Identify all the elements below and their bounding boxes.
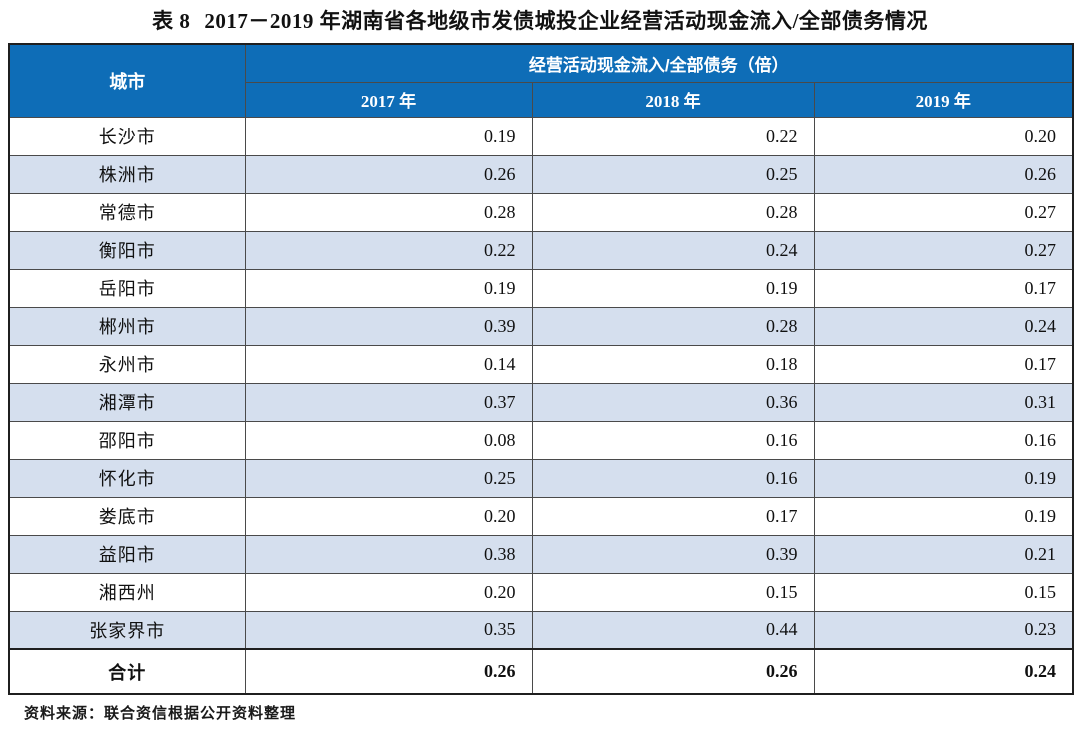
table-row: 永州市 0.14 0.18 0.17 bbox=[8, 344, 1074, 384]
table-title: 表 8 2017－2019 年湖南省各地级市发债城投企业经营活动现金流入/全部债务… bbox=[0, 9, 1080, 33]
city-cell: 怀化市 bbox=[8, 458, 246, 498]
value-cell: 0.19 bbox=[244, 268, 533, 308]
value-cell: 0.31 bbox=[813, 382, 1074, 422]
value-cell: 0.37 bbox=[244, 382, 533, 422]
metric-group-header: 经营活动现金流入/全部债务（倍） bbox=[244, 43, 1074, 83]
value-cell: 0.20 bbox=[244, 496, 533, 536]
city-cell: 长沙市 bbox=[8, 116, 246, 156]
table-header: 城市 经营活动现金流入/全部债务（倍） 2017 年 2018 年 2019 年 bbox=[8, 43, 1074, 118]
city-cell: 衡阳市 bbox=[8, 230, 246, 270]
value-cell: 0.25 bbox=[244, 458, 533, 498]
value-cell: 0.25 bbox=[531, 154, 815, 194]
table-row: 常德市 0.28 0.28 0.27 bbox=[8, 192, 1074, 232]
city-cell: 湘潭市 bbox=[8, 382, 246, 422]
value-cell: 0.24 bbox=[531, 230, 815, 270]
value-cell: 0.20 bbox=[813, 116, 1074, 156]
total-value-cell: 0.24 bbox=[813, 648, 1074, 695]
city-cell: 永州市 bbox=[8, 344, 246, 384]
data-source-note: 资料来源：联合资信根据公开资料整理 bbox=[24, 706, 297, 722]
value-cell: 0.44 bbox=[531, 610, 815, 650]
city-cell: 张家界市 bbox=[8, 610, 246, 650]
city-column-header: 城市 bbox=[8, 43, 246, 118]
city-cell: 益阳市 bbox=[8, 534, 246, 574]
header-row-years: 2017 年 2018 年 2019 年 bbox=[9, 81, 1074, 118]
value-cell: 0.23 bbox=[813, 610, 1074, 650]
cash-inflow-debt-table: 城市 经营活动现金流入/全部债务（倍） 2017 年 2018 年 2019 年… bbox=[8, 43, 1074, 695]
total-value-cell: 0.26 bbox=[531, 648, 815, 695]
table-row: 株洲市 0.26 0.25 0.26 bbox=[8, 154, 1074, 194]
value-cell: 0.38 bbox=[244, 534, 533, 574]
value-cell: 0.39 bbox=[244, 306, 533, 346]
value-cell: 0.16 bbox=[813, 420, 1074, 460]
table-row: 怀化市 0.25 0.16 0.19 bbox=[8, 458, 1074, 498]
table-row: 衡阳市 0.22 0.24 0.27 bbox=[8, 230, 1074, 270]
value-cell: 0.26 bbox=[244, 154, 533, 194]
city-cell: 株洲市 bbox=[8, 154, 246, 194]
header-row-group: 城市 经营活动现金流入/全部债务（倍） bbox=[8, 43, 1074, 118]
value-cell: 0.19 bbox=[244, 116, 533, 156]
table-row: 益阳市 0.38 0.39 0.21 bbox=[8, 534, 1074, 574]
city-cell: 娄底市 bbox=[8, 496, 246, 536]
value-cell: 0.28 bbox=[531, 306, 815, 346]
table-row: 张家界市 0.35 0.44 0.23 bbox=[8, 610, 1074, 650]
value-cell: 0.16 bbox=[531, 458, 815, 498]
value-cell: 0.22 bbox=[531, 116, 815, 156]
total-value-cell: 0.26 bbox=[244, 648, 533, 695]
city-cell: 常德市 bbox=[8, 192, 246, 232]
table-title-text: 2017－2019 年湖南省各地级市发债城投企业经营活动现金流入/全部债务情况 bbox=[204, 9, 928, 33]
value-cell: 0.17 bbox=[813, 268, 1074, 308]
value-cell: 0.14 bbox=[244, 344, 533, 384]
value-cell: 0.24 bbox=[813, 306, 1074, 346]
value-cell: 0.35 bbox=[244, 610, 533, 650]
city-cell: 湘西州 bbox=[8, 572, 246, 612]
value-cell: 0.39 bbox=[531, 534, 815, 574]
table-row: 郴州市 0.39 0.28 0.24 bbox=[8, 306, 1074, 346]
value-cell: 0.17 bbox=[531, 496, 815, 536]
value-cell: 0.36 bbox=[531, 382, 815, 422]
city-cell: 郴州市 bbox=[8, 306, 246, 346]
value-cell: 0.28 bbox=[244, 192, 533, 232]
value-cell: 0.17 bbox=[813, 344, 1074, 384]
total-label-cell: 合计 bbox=[8, 648, 246, 695]
value-cell: 0.26 bbox=[813, 154, 1074, 194]
year-header-2018: 2018 年 bbox=[531, 81, 815, 118]
total-row: 合计 0.26 0.26 0.24 bbox=[8, 648, 1074, 695]
value-cell: 0.19 bbox=[531, 268, 815, 308]
table-row: 湘西州 0.20 0.15 0.15 bbox=[8, 572, 1074, 612]
table-row: 湘潭市 0.37 0.36 0.31 bbox=[8, 382, 1074, 422]
value-cell: 0.19 bbox=[813, 496, 1074, 536]
table-body: 长沙市 0.19 0.22 0.20 株洲市 0.26 0.25 0.26 常德… bbox=[8, 116, 1074, 695]
value-cell: 0.15 bbox=[531, 572, 815, 612]
value-cell: 0.27 bbox=[813, 192, 1074, 232]
value-cell: 0.22 bbox=[244, 230, 533, 270]
value-cell: 0.28 bbox=[531, 192, 815, 232]
value-cell: 0.19 bbox=[813, 458, 1074, 498]
table-row: 娄底市 0.20 0.17 0.19 bbox=[8, 496, 1074, 536]
year-header-2017: 2017 年 bbox=[244, 81, 533, 118]
value-cell: 0.15 bbox=[813, 572, 1074, 612]
value-cell: 0.21 bbox=[813, 534, 1074, 574]
table-number: 表 8 bbox=[152, 9, 191, 33]
value-cell: 0.08 bbox=[244, 420, 533, 460]
value-cell: 0.20 bbox=[244, 572, 533, 612]
table-row: 岳阳市 0.19 0.19 0.17 bbox=[8, 268, 1074, 308]
city-cell: 岳阳市 bbox=[8, 268, 246, 308]
city-cell: 邵阳市 bbox=[8, 420, 246, 460]
table-row: 长沙市 0.19 0.22 0.20 bbox=[8, 116, 1074, 156]
value-cell: 0.16 bbox=[531, 420, 815, 460]
table-row: 邵阳市 0.08 0.16 0.16 bbox=[8, 420, 1074, 460]
year-header-2019: 2019 年 bbox=[813, 81, 1074, 118]
value-cell: 0.27 bbox=[813, 230, 1074, 270]
value-cell: 0.18 bbox=[531, 344, 815, 384]
